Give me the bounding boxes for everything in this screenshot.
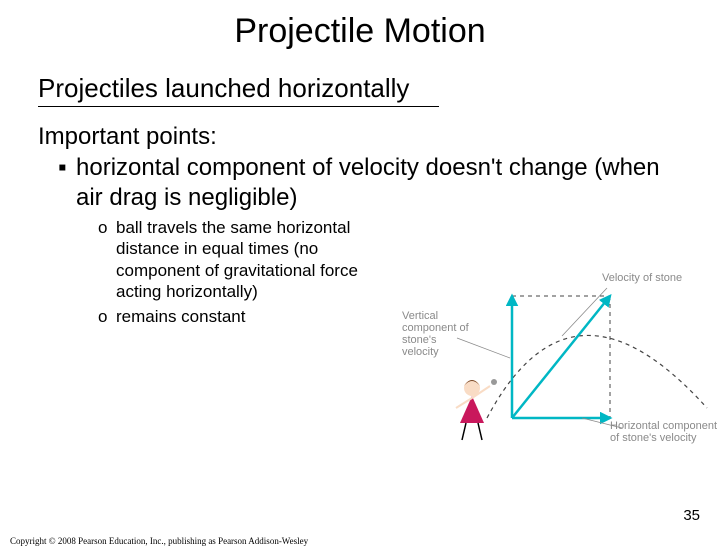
bullet-l2-text: ball travels the same horizontal distanc… [116,217,398,302]
page-number: 35 [683,507,700,524]
lead-text: Important points: [38,123,720,151]
slide-subtitle: Projectiles launched horizontally [38,73,439,107]
label-velocity: Velocity of stone [602,272,682,284]
bullet-level2: o remains constant [98,306,398,327]
bullet-level2: o ball travels the same horizontal dista… [98,217,398,302]
slide: Projectile Motion Projectiles launched h… [0,12,720,552]
velocity-vector [512,296,610,418]
figure: Velocity of stone Vertical component of … [402,268,712,448]
copyright-text: Copyright © 2008 Pearson Education, Inc.… [10,536,308,546]
label-vertical: Vertical component of stone's velocity [402,310,470,358]
circle-bullet-icon: o [98,217,116,302]
bullet-level1: ▪ horizontal component of velocity doesn… [58,153,682,213]
bullet-l2-text: remains constant [116,306,245,327]
trajectory-path [487,335,707,418]
circle-bullet-icon: o [98,306,116,327]
bullet-l1-text: horizontal component of velocity doesn't… [76,153,682,213]
label-horizontal: Horizontal component of stone's velocity [610,420,720,444]
slide-title: Projectile Motion [0,12,720,51]
square-bullet-icon: ▪ [58,153,76,213]
person-icon [456,379,497,440]
